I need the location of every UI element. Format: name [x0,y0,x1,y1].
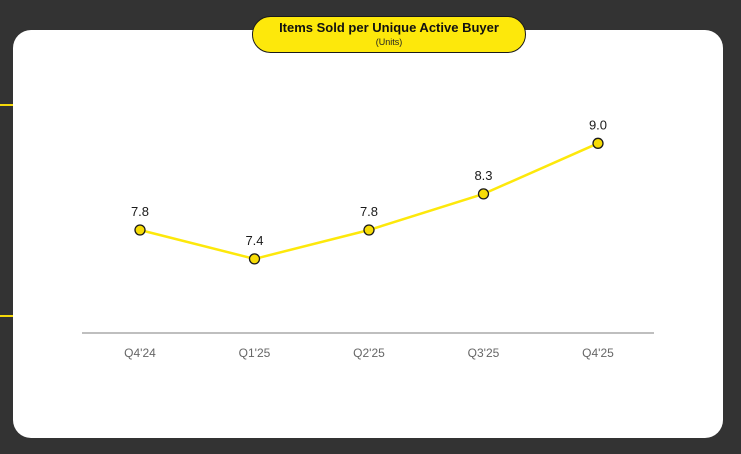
data-point-3 [363,224,375,236]
data-label-1: 7.8 [131,204,149,219]
data-point-5 [592,137,604,149]
chart-title-pill: Items Sold per Unique Active Buyer (Unit… [252,16,526,53]
data-point-1 [134,224,146,236]
data-label-5: 9.0 [589,117,607,132]
data-markers [134,137,604,265]
side-accent-mark-bottom [0,315,13,317]
data-point-2 [248,253,261,265]
chart-title: Items Sold per Unique Active Buyer [279,20,499,35]
data-labels: 7.8 7.4 7.8 8.3 9.0 [131,117,607,248]
x-tick-labels: Q4'24 Q1'25 Q2'25 Q3'25 Q4'25 [124,346,614,360]
data-label-3: 7.8 [360,204,378,219]
x-tick-label-1: Q4'24 [124,346,156,360]
data-label-2: 7.4 [245,233,263,248]
data-label-4: 8.3 [474,168,492,183]
x-tick-label-4: Q3'25 [468,346,500,360]
chart-subtitle: (Units) [375,37,403,47]
x-tick-label-3: Q2'25 [353,346,385,360]
side-accent-mark-top [0,104,13,106]
x-tick-label-2: Q1'25 [239,346,271,360]
series-line [139,142,599,261]
data-point-4 [477,188,490,200]
x-tick-label-5: Q4'25 [582,346,614,360]
